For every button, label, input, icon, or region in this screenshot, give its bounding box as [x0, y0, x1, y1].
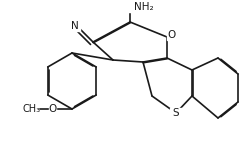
- Bar: [70, 21, 80, 31]
- Text: O: O: [167, 30, 175, 40]
- Text: S: S: [172, 108, 179, 118]
- Text: N: N: [71, 21, 79, 31]
- Bar: [169, 108, 181, 118]
- Bar: [123, 2, 143, 12]
- Bar: [49, 105, 56, 113]
- Text: O: O: [49, 104, 57, 114]
- Bar: [166, 30, 176, 40]
- Text: CH₃: CH₃: [23, 104, 41, 114]
- Text: NH₂: NH₂: [134, 2, 153, 12]
